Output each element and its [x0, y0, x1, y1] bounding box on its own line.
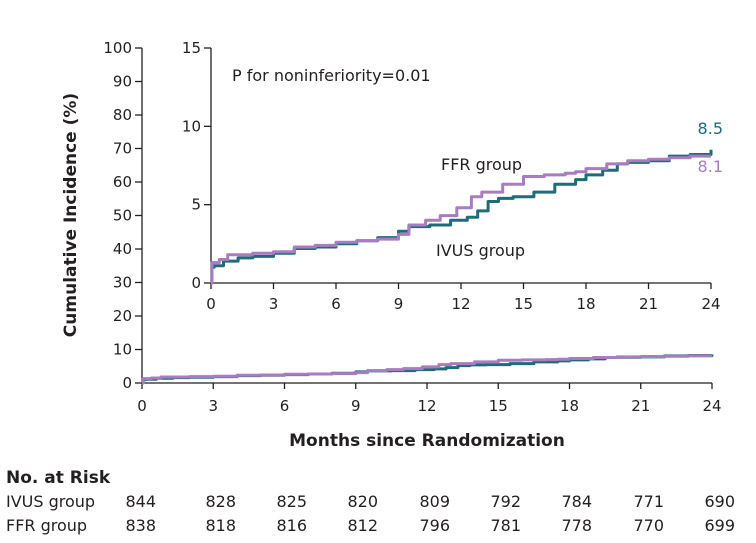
risk-cell: 770 — [633, 516, 664, 535]
main-x-tick-label: 18 — [560, 397, 579, 415]
inset-y-tick-label: 15 — [182, 39, 201, 57]
risk-cell: 796 — [419, 516, 450, 535]
x-axis-label: Months since Randomization — [289, 431, 565, 451]
inset-ivus-curve — [210, 149, 713, 285]
main-y-tick-label: 80 — [113, 106, 132, 124]
inset-x-tick-label: 24 — [701, 295, 720, 313]
main-x-tick-label: 15 — [489, 397, 508, 415]
main-y-tick-label: 0 — [122, 374, 132, 392]
ivus-end-value-label: 8.5 — [698, 119, 723, 138]
main-x-tick-label: 3 — [208, 397, 218, 415]
risk-table-title: No. at Risk — [6, 468, 111, 488]
risk-cell: 825 — [276, 492, 307, 511]
main-x-tick-label: 21 — [631, 397, 650, 415]
risk-cell: 792 — [490, 492, 521, 511]
risk-cell: 844 — [125, 492, 156, 511]
main-ivus-curve — [141, 354, 714, 385]
risk-cell: 818 — [205, 516, 236, 535]
main-y-tick-label: 60 — [113, 173, 132, 191]
risk-cell: 784 — [561, 492, 592, 511]
main-ffr-curve — [141, 354, 712, 385]
main-x-tick-label: 6 — [280, 397, 290, 415]
risk-row-label: FFR group — [6, 516, 88, 535]
inset-x-tick-label: 15 — [514, 295, 533, 313]
inset-x-tick-label: 18 — [576, 295, 595, 313]
main-y-tick-label: 20 — [113, 307, 132, 325]
inset-y-tick-label: 5 — [191, 196, 201, 214]
inset-x-tick-label: 21 — [639, 295, 658, 313]
risk-cell: 812 — [347, 516, 378, 535]
risk-cell: 816 — [276, 516, 307, 535]
main-y-tick-label: 100 — [103, 39, 132, 57]
risk-cell: 838 — [125, 516, 156, 535]
risk-cell: 809 — [419, 492, 450, 511]
inset-y-tick-label: 0 — [191, 274, 201, 292]
risk-cell: 690 — [704, 492, 735, 511]
noninferiority-annotation: P for noninferiority=0.01 — [232, 66, 431, 85]
main-x-tick-label: 9 — [351, 397, 361, 415]
risk-cell: 771 — [633, 492, 664, 511]
risk-cell: 699 — [704, 516, 735, 535]
main-y-tick-label: 90 — [113, 73, 132, 91]
risk-cell: 828 — [205, 492, 236, 511]
main-x-tick-label: 12 — [417, 397, 436, 415]
risk-cell: 820 — [347, 492, 378, 511]
main-y-tick-label: 10 — [113, 341, 132, 359]
risk-row-ivus: IVUS group 844 828 825 820 809 792 784 7… — [6, 492, 746, 516]
risk-cell: 778 — [561, 516, 592, 535]
inset-x-tick-label: 6 — [331, 295, 341, 313]
ivus-group-label: IVUS group — [436, 241, 525, 260]
inset-x-tick-label: 3 — [269, 295, 279, 313]
inset-axes: 0 5 10 15 0 3 6 9 12 15 18 21 24 — [182, 39, 721, 313]
main-y-tick-label: 50 — [113, 207, 132, 225]
main-x-tick-label: 0 — [137, 397, 147, 415]
inset-x-tick-label: 0 — [206, 295, 216, 313]
number-at-risk-table: No. at Risk IVUS group 844 828 825 820 8… — [6, 468, 746, 540]
risk-row-label: IVUS group — [6, 492, 96, 511]
main-y-tick-label: 70 — [113, 140, 132, 158]
inset-ffr-curve — [210, 154, 711, 285]
inset-x-tick-label: 12 — [451, 295, 470, 313]
inset-y-tick-label: 10 — [182, 117, 201, 135]
risk-row-ffr: FFR group 838 818 816 812 796 781 778 77… — [6, 516, 746, 540]
main-y-tick-label: 30 — [113, 274, 132, 292]
kaplan-meier-chart: Cumulative Incidence (%) Months since Ra… — [61, 39, 723, 451]
main-y-tick-label: 40 — [113, 240, 132, 258]
main-series — [141, 354, 714, 385]
inset-x-tick-label: 9 — [394, 295, 404, 313]
risk-cell: 781 — [490, 516, 521, 535]
ffr-end-value-label: 8.1 — [698, 157, 723, 176]
ffr-group-label: FFR group — [441, 155, 522, 174]
y-axis-label: Cumulative Incidence (%) — [61, 93, 81, 337]
inset-series — [210, 149, 713, 285]
main-x-tick-label: 24 — [702, 397, 721, 415]
